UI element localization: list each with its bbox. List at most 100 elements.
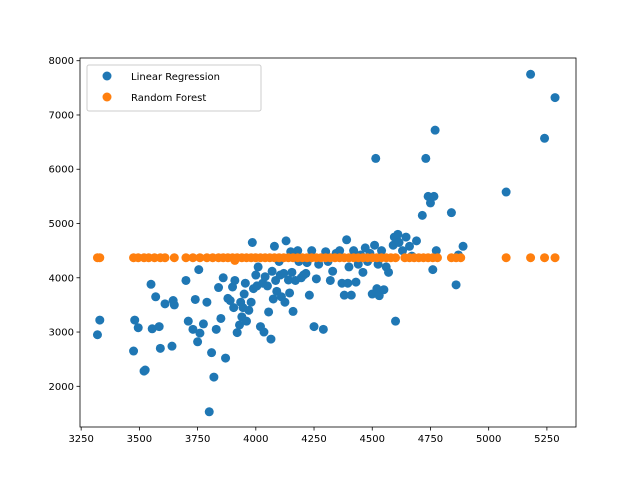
y-tick-label: 3000 bbox=[49, 328, 74, 339]
y-tick-label: 8000 bbox=[49, 56, 74, 67]
x-axis: 3250 3500 3750 4000 4250 4500 4750 5000 5250 bbox=[68, 427, 560, 445]
data-point bbox=[202, 297, 212, 307]
legend-marker bbox=[102, 71, 112, 81]
data-point bbox=[188, 324, 198, 334]
data-point bbox=[193, 337, 203, 347]
data-point bbox=[429, 191, 439, 201]
data-point bbox=[246, 297, 256, 307]
data-point bbox=[229, 303, 239, 313]
y-axis: 2000 3000 4000 5000 6000 7000 8000 bbox=[49, 56, 80, 393]
data-point bbox=[188, 253, 198, 263]
data-point bbox=[293, 246, 303, 256]
data-point bbox=[371, 153, 381, 163]
data-point bbox=[167, 341, 177, 351]
legend-marker bbox=[102, 92, 112, 102]
y-tick-label: 2000 bbox=[49, 382, 74, 393]
data-point bbox=[169, 300, 179, 310]
data-point bbox=[391, 316, 401, 326]
data-point bbox=[195, 328, 205, 338]
data-point bbox=[318, 324, 328, 334]
data-point bbox=[216, 313, 226, 323]
data-point bbox=[384, 267, 394, 277]
y-tick-label: 6000 bbox=[49, 165, 74, 176]
data-point bbox=[207, 348, 217, 358]
data-point bbox=[151, 292, 161, 302]
legend-box bbox=[86, 64, 262, 112]
x-tick-label: 4000 bbox=[243, 434, 268, 445]
data-point bbox=[351, 277, 361, 287]
data-point bbox=[195, 253, 205, 263]
data-point bbox=[235, 320, 245, 330]
data-point bbox=[394, 238, 404, 247]
data-point bbox=[458, 241, 468, 251]
data-point bbox=[194, 265, 204, 275]
data-point bbox=[342, 235, 352, 245]
data-point bbox=[417, 210, 427, 220]
data-point bbox=[550, 93, 560, 103]
data-point bbox=[335, 246, 345, 256]
x-tick-label: 5250 bbox=[534, 434, 559, 445]
data-point bbox=[146, 279, 156, 289]
data-point bbox=[266, 334, 276, 344]
data-point bbox=[501, 253, 511, 263]
data-point bbox=[129, 346, 139, 356]
data-point bbox=[133, 323, 143, 333]
data-point bbox=[501, 187, 511, 197]
data-point bbox=[370, 240, 380, 250]
data-point bbox=[259, 327, 269, 337]
data-point bbox=[358, 267, 368, 277]
data-point bbox=[95, 253, 105, 263]
data-point bbox=[209, 372, 219, 382]
data-point bbox=[281, 236, 291, 246]
data-point bbox=[160, 253, 170, 263]
data-point bbox=[239, 289, 249, 299]
data-point bbox=[169, 253, 179, 263]
data-point bbox=[181, 275, 191, 285]
data-point bbox=[430, 125, 440, 135]
data-point bbox=[339, 290, 349, 300]
x-tick-label: 3250 bbox=[68, 434, 93, 445]
data-point bbox=[267, 266, 277, 276]
data-point bbox=[405, 241, 414, 251]
data-point bbox=[431, 246, 441, 256]
data-point bbox=[304, 290, 314, 300]
data-point bbox=[377, 246, 387, 256]
data-point bbox=[328, 266, 338, 276]
y-tick-label: 5000 bbox=[49, 219, 74, 230]
data-point bbox=[160, 299, 170, 309]
y-tick-label: 7000 bbox=[49, 110, 74, 121]
x-tick-label: 4750 bbox=[418, 434, 443, 445]
data-point bbox=[428, 265, 438, 275]
data-point bbox=[264, 307, 274, 317]
plot-area bbox=[80, 58, 576, 427]
data-point bbox=[230, 275, 240, 285]
data-point bbox=[154, 322, 164, 332]
data-point bbox=[92, 330, 102, 340]
legend-label: Linear Regression bbox=[131, 72, 220, 83]
x-tick-label: 4250 bbox=[301, 434, 326, 445]
data-point bbox=[540, 253, 550, 263]
data-point bbox=[211, 324, 221, 334]
data-point bbox=[268, 294, 278, 304]
data-point bbox=[288, 306, 298, 316]
data-point bbox=[147, 324, 157, 334]
data-point bbox=[285, 288, 295, 298]
x-tick-label: 3500 bbox=[127, 434, 152, 445]
data-point bbox=[240, 278, 250, 288]
x-tick-label: 5000 bbox=[476, 434, 501, 445]
data-point bbox=[225, 296, 235, 306]
data-point bbox=[251, 270, 261, 280]
x-tick-label: 4500 bbox=[360, 434, 385, 445]
data-point bbox=[287, 267, 297, 277]
data-point bbox=[550, 253, 560, 263]
data-point bbox=[526, 253, 536, 263]
data-point bbox=[283, 275, 293, 285]
plot-frame bbox=[79, 57, 577, 428]
data-point bbox=[269, 241, 279, 251]
data-point bbox=[432, 253, 442, 263]
data-point bbox=[301, 268, 311, 278]
data-point bbox=[401, 232, 411, 242]
data-points bbox=[92, 69, 560, 417]
data-point bbox=[247, 238, 257, 247]
data-point bbox=[262, 281, 272, 291]
